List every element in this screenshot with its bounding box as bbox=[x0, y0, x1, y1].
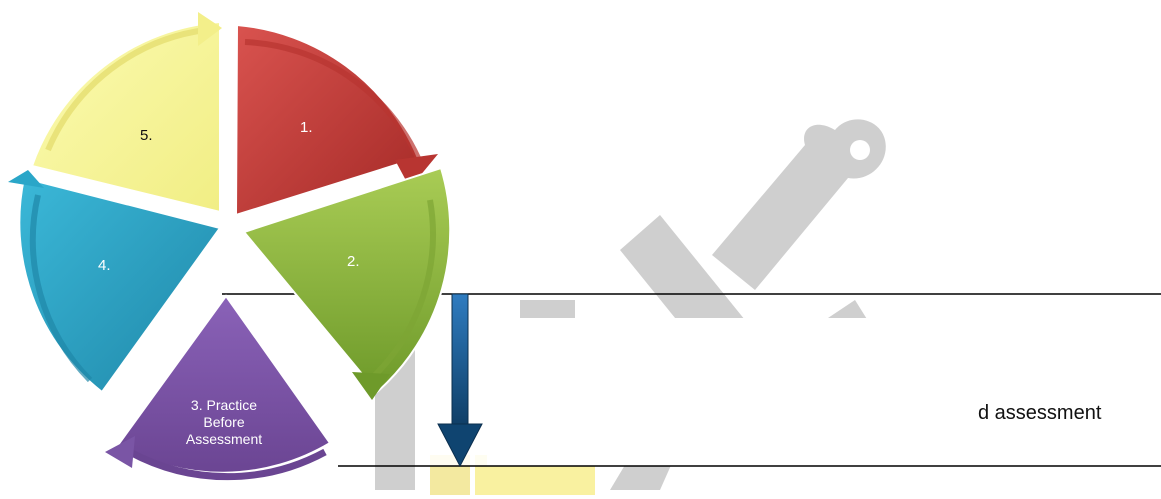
down-arrow-icon bbox=[437, 293, 483, 468]
segment-2-label: 2. bbox=[347, 253, 360, 270]
side-text: d assessment bbox=[978, 402, 1102, 424]
cycle-segment-3: 3. Practice Before Assessment bbox=[105, 294, 332, 481]
cycle-segment-2: 2. bbox=[242, 166, 452, 400]
segment-3-label-line-1: 3. Practice bbox=[191, 397, 257, 413]
text-box-background bbox=[487, 318, 1159, 466]
wrench-icon bbox=[712, 119, 886, 290]
segment-4-label: 4. bbox=[98, 257, 111, 274]
segment-3-label-line-3: Assessment bbox=[186, 431, 262, 447]
cycle-segment-4: 4. bbox=[8, 170, 222, 394]
arrowhead-icon bbox=[105, 436, 135, 468]
arrowhead-icon bbox=[8, 170, 44, 188]
cycle-segment-5: 5. bbox=[30, 12, 222, 214]
cycle-segment-1: 1. bbox=[234, 23, 438, 217]
segment-5-label: 5. bbox=[140, 127, 153, 144]
arrowhead-icon bbox=[198, 12, 222, 46]
segment-1-label: 1. bbox=[300, 119, 313, 136]
segment-3-label-line-2: Before bbox=[203, 414, 244, 430]
arrowhead-icon bbox=[352, 372, 390, 400]
